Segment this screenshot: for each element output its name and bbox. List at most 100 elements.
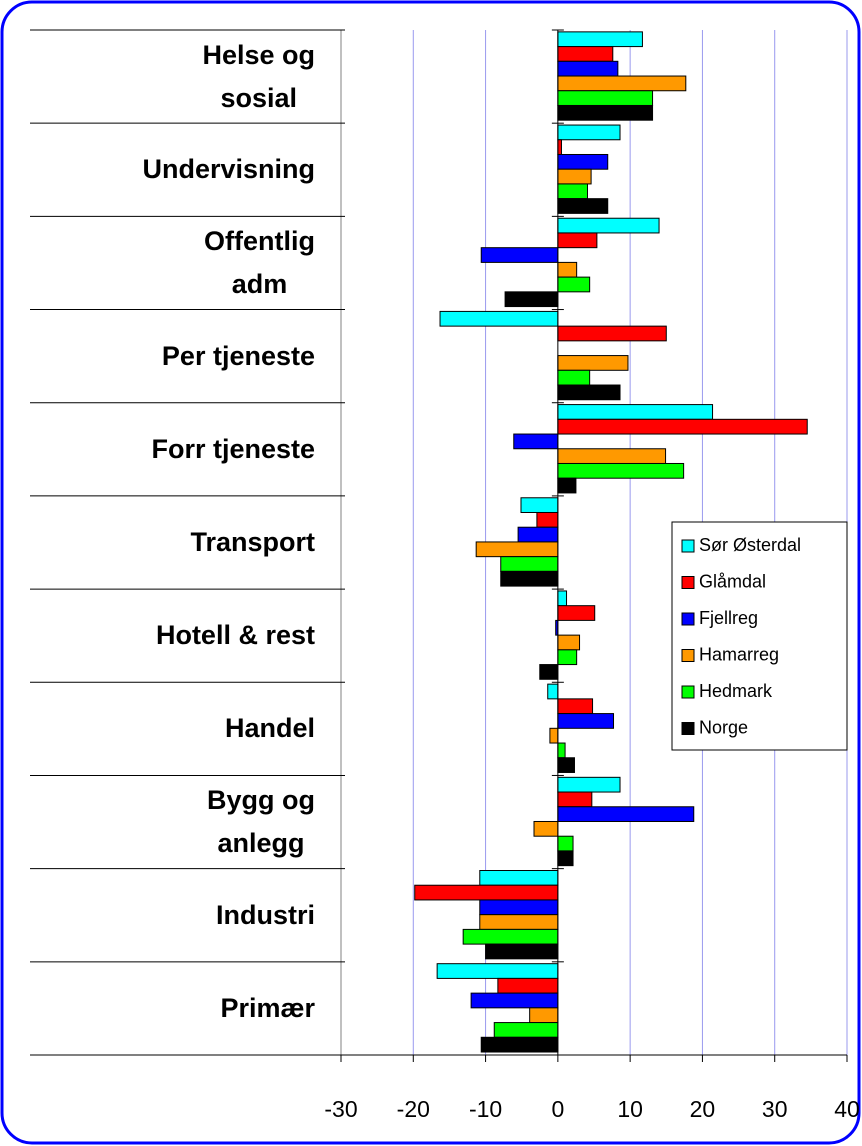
bar <box>557 124 621 141</box>
legend-label: Fjellreg <box>699 608 758 628</box>
x-tick-label: 20 <box>690 1096 716 1122</box>
x-tick-label: 40 <box>834 1096 860 1122</box>
category-text: Helse og sosial <box>202 39 315 113</box>
bar <box>557 217 660 234</box>
category-text: Forr tjeneste <box>151 433 315 464</box>
bar <box>479 914 559 930</box>
x-tick-label: 30 <box>762 1096 788 1122</box>
y-tick-label: Forr tjeneste <box>30 403 315 496</box>
legend-label: Glåmdal <box>699 571 766 591</box>
legend-label: Hamarreg <box>699 644 779 664</box>
bar <box>500 570 559 587</box>
bar <box>557 90 654 106</box>
bar <box>520 497 559 513</box>
bar <box>500 556 559 572</box>
legend-box <box>671 521 848 751</box>
legend-swatch <box>681 539 695 553</box>
bar <box>557 605 596 621</box>
legend-swatch <box>681 722 695 735</box>
x-tick-label: -10 <box>469 1096 502 1122</box>
y-tick-label: Helse og sosial <box>30 30 315 123</box>
bar <box>547 683 559 700</box>
bar <box>557 276 591 293</box>
legend-swatch <box>681 685 695 699</box>
bar <box>557 198 609 214</box>
category-text: Bygg og anlegg <box>207 785 315 859</box>
category-text: Hotell & rest <box>155 620 315 651</box>
bar <box>557 46 614 62</box>
bar <box>557 835 574 852</box>
bar <box>557 31 643 48</box>
bar <box>557 590 568 607</box>
bar <box>504 291 559 308</box>
bar <box>557 104 654 121</box>
legend-label: Sør Østerdal <box>699 535 801 555</box>
bar <box>436 963 559 979</box>
bar <box>549 727 559 744</box>
y-tick-label: Handel <box>30 682 315 775</box>
category-text: Undervisning <box>142 154 315 185</box>
bar <box>557 776 621 793</box>
bar <box>414 884 559 901</box>
x-tick-label: -30 <box>324 1096 357 1122</box>
bar <box>480 1036 559 1053</box>
bar <box>479 899 559 916</box>
category-text: Primær <box>220 992 315 1023</box>
legend-label: Norge <box>699 717 748 737</box>
category-text: Industri <box>216 899 315 930</box>
bar <box>557 462 685 479</box>
bar <box>557 325 667 342</box>
bar <box>513 433 559 450</box>
bar <box>557 448 667 464</box>
y-tick-label: Offentlig adm <box>30 216 315 309</box>
bar <box>557 850 574 867</box>
bar <box>557 634 581 651</box>
category-text: Offentlig adm <box>204 225 315 299</box>
x-tick-label: 10 <box>617 1096 643 1122</box>
bar <box>529 1007 559 1024</box>
bar <box>557 261 578 278</box>
bar <box>557 418 808 435</box>
bar <box>475 541 559 558</box>
bar <box>557 232 598 249</box>
bar <box>557 369 591 386</box>
y-tick-label: Transport <box>30 496 315 589</box>
y-tick-label: Undervisning <box>30 123 315 216</box>
y-tick-label: Primær <box>30 962 315 1055</box>
bar <box>536 511 559 528</box>
bar <box>539 664 559 680</box>
bar <box>517 526 559 543</box>
bar <box>557 698 594 715</box>
bar <box>557 713 615 729</box>
bar <box>480 247 559 263</box>
y-tick-label: Industri <box>30 869 315 962</box>
x-tick-label: 0 <box>551 1096 564 1122</box>
bar <box>557 139 562 155</box>
bar <box>462 928 559 945</box>
bar <box>557 355 629 371</box>
y-tick-label: Bygg og anlegg <box>30 775 315 868</box>
bar <box>557 404 714 420</box>
legend-swatch <box>681 576 695 589</box>
legend-swatch <box>681 649 695 662</box>
bar <box>497 977 559 994</box>
bar <box>557 791 593 808</box>
bar <box>557 60 619 77</box>
bar <box>557 806 695 822</box>
bar <box>557 183 588 200</box>
bar <box>439 310 559 327</box>
bar <box>485 943 559 960</box>
bar <box>557 168 592 185</box>
legend-label: Hedmark <box>699 681 773 701</box>
legend-swatch <box>681 612 695 626</box>
category-text: Per tjeneste <box>161 340 315 371</box>
bar <box>557 742 566 759</box>
y-tick-label: Per tjeneste <box>30 310 315 403</box>
bar <box>557 75 687 92</box>
x-tick-label: -20 <box>397 1096 430 1122</box>
bar <box>557 757 575 773</box>
bar <box>479 870 559 886</box>
